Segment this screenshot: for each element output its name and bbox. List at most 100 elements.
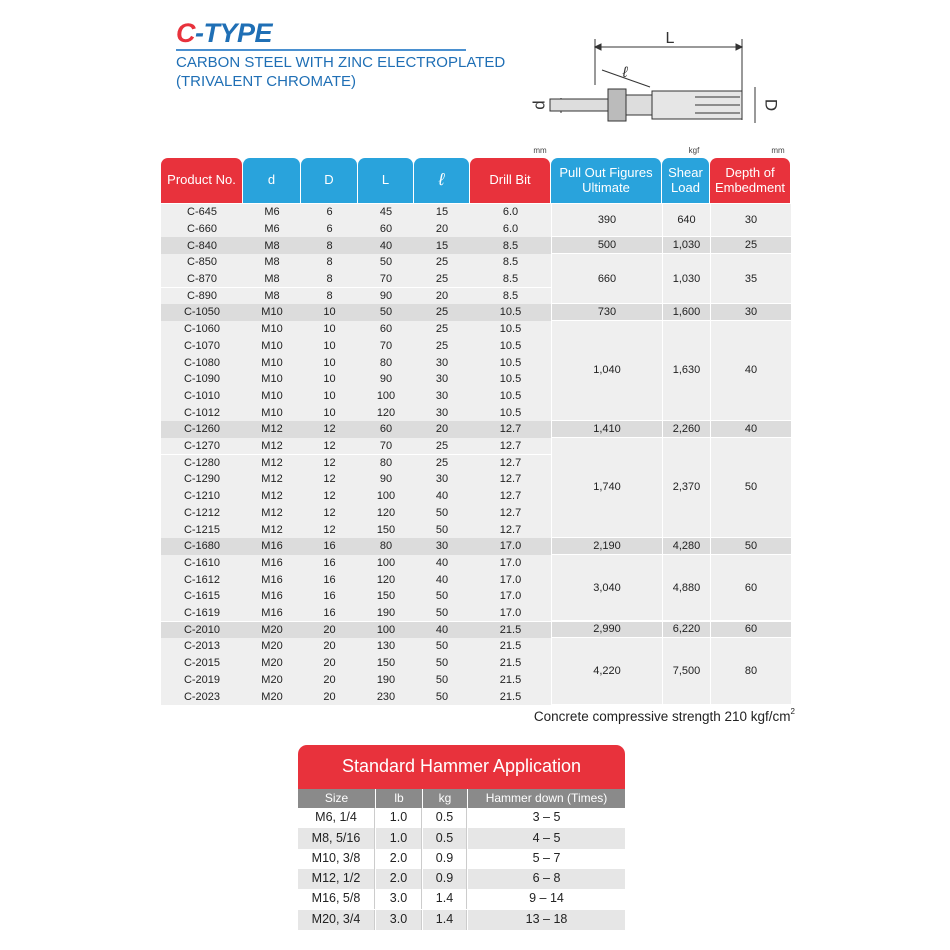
table-cell: 25: [414, 304, 470, 321]
table-cell: M6, 1/4: [298, 808, 375, 829]
table-cell: 1,410: [551, 421, 662, 438]
table-cell: 30: [710, 304, 791, 321]
table-cell: 50: [414, 671, 470, 689]
table-cell: 30: [414, 387, 470, 405]
dim-label: ℓ: [622, 64, 629, 81]
table-cell: 45: [358, 204, 414, 221]
table-cell: C-1610: [161, 554, 243, 572]
table-cell: M16: [243, 604, 301, 622]
footnote-sup: 2: [790, 707, 795, 716]
table-cell: 50: [710, 437, 791, 538]
table-cell: C-1290: [161, 471, 243, 488]
table-cell: 21.5: [470, 654, 551, 672]
table-cell: 1,630: [662, 320, 710, 422]
table-cell: 100: [358, 621, 414, 639]
dim-label: d: [529, 100, 548, 109]
table-cell: 17.0: [470, 538, 551, 555]
table-cell: 30: [414, 471, 470, 488]
table-cell: 10: [301, 371, 358, 388]
table-cell: 50: [414, 688, 470, 705]
title-rule: [176, 49, 466, 51]
table-cell: 3 – 5: [468, 808, 625, 829]
table-cell: M16: [243, 571, 301, 589]
table-cell: 21.5: [470, 671, 551, 689]
column-header: lb: [376, 789, 422, 808]
table-cell: 16: [301, 588, 358, 605]
column-header: Product No.: [161, 158, 242, 203]
table-cell: C-1080: [161, 354, 243, 371]
table-cell: 60: [358, 421, 414, 438]
table-cell: C-1612: [161, 571, 243, 589]
table-cell: 50: [414, 654, 470, 672]
table-cell: 4 – 5: [468, 828, 625, 849]
table-cell: 640: [662, 204, 710, 238]
table-cell: 12: [301, 487, 358, 505]
table-cell: 8: [301, 237, 358, 255]
table-cell: M8: [243, 237, 301, 255]
table-cell: 1,040: [551, 320, 662, 422]
table-cell: 15: [414, 237, 470, 255]
table-cell: 1,030: [662, 254, 710, 305]
table-cell: 50: [414, 604, 470, 622]
table-cell: 100: [358, 554, 414, 572]
table-cell: 50: [414, 588, 470, 605]
table-cell: 130: [358, 638, 414, 655]
table-cell: 500: [551, 237, 662, 255]
table-cell: 20: [301, 688, 358, 705]
table-cell: C-890: [161, 287, 243, 305]
table-cell: 20: [301, 621, 358, 639]
table-cell: 100: [358, 487, 414, 505]
table-cell: 12: [301, 421, 358, 438]
table-cell: C-840: [161, 237, 243, 255]
table-cell: C-1680: [161, 538, 243, 555]
table-cell: 21.5: [470, 688, 551, 705]
column-header: Hammer down (Times): [468, 789, 625, 808]
table-cell: 60: [710, 554, 791, 622]
table-cell: 40: [414, 487, 470, 505]
table-cell: 190: [358, 671, 414, 689]
table-cell: C-1270: [161, 437, 243, 455]
table-cell: M10: [243, 371, 301, 388]
table-cell: C-1619: [161, 604, 243, 622]
table-cell: M10: [243, 304, 301, 321]
table-cell: 10: [301, 404, 358, 422]
column-header: Shear Load: [662, 158, 709, 203]
table-cell: C-1090: [161, 371, 243, 388]
table-cell: 25: [414, 337, 470, 355]
table-cell: M8: [243, 254, 301, 271]
table-cell: 15: [414, 204, 470, 221]
table-cell: 1,030: [662, 237, 710, 255]
table-cell: 2,990: [551, 621, 662, 639]
table-cell: 150: [358, 588, 414, 605]
column-header: Drill Bit: [470, 158, 550, 203]
column-header: Depth of Embedment: [710, 158, 790, 203]
table-cell: M10: [243, 337, 301, 355]
table-cell: 40: [710, 320, 791, 422]
table-cell: 50: [414, 504, 470, 522]
dim-label: D: [762, 99, 781, 111]
table-cell: 8: [301, 287, 358, 305]
table-cell: 6: [301, 204, 358, 221]
table-cell: M6: [243, 220, 301, 238]
table-cell: M8: [243, 287, 301, 305]
table-cell: 8: [301, 254, 358, 271]
table-cell: M12: [243, 454, 301, 472]
table-cell: 4,880: [662, 554, 710, 622]
table-cell: 90: [358, 371, 414, 388]
table-cell: 25: [414, 320, 470, 338]
table-cell: 4,280: [662, 538, 710, 555]
table-cell: 40: [414, 621, 470, 639]
table-cell: 10: [301, 387, 358, 405]
table-cell: M12: [243, 487, 301, 505]
table-cell: 30: [414, 371, 470, 388]
table-cell: 8.5: [470, 254, 551, 271]
table-cell: M12: [243, 437, 301, 455]
table-cell: C-660: [161, 220, 243, 238]
table-cell: 25: [414, 437, 470, 455]
table-cell: 2,190: [551, 538, 662, 555]
table-cell: 0.9: [423, 848, 467, 869]
table-cell: 12.7: [470, 454, 551, 472]
column-header: L: [358, 158, 413, 203]
table-cell: 10: [301, 337, 358, 355]
table-cell: 40: [414, 571, 470, 589]
